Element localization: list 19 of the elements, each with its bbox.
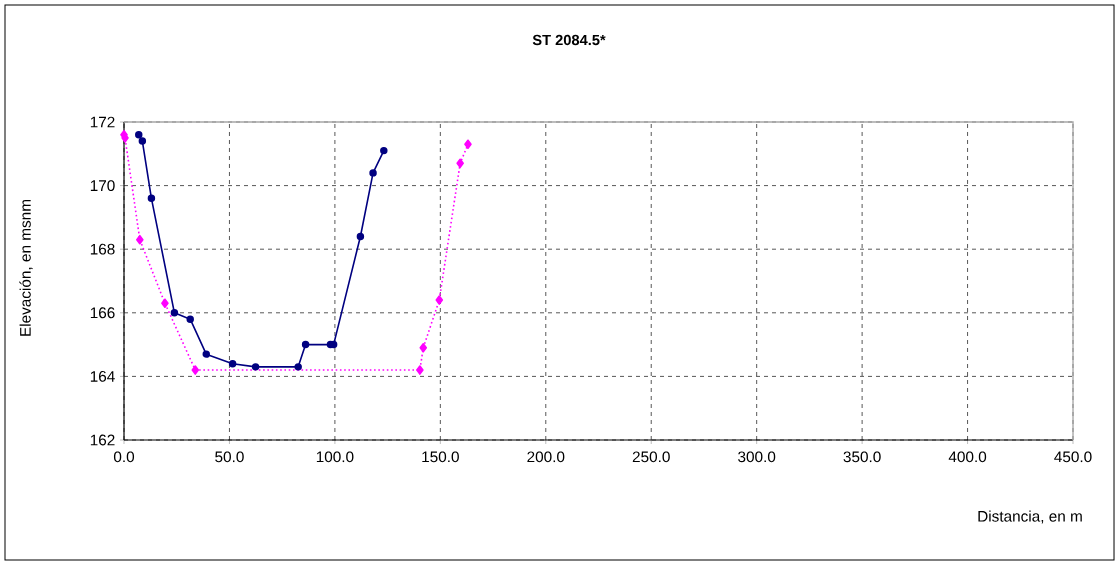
x-tick-label: 250.0 (632, 451, 670, 463)
chart-title: ST 2084.5* (532, 34, 606, 46)
x-tick-label: 300.0 (738, 451, 776, 463)
y-tick-label: 170 (90, 180, 115, 192)
y-tick-label: 164 (90, 370, 115, 382)
x-tick-label: 150.0 (422, 451, 459, 463)
x-tick-label: 200.0 (527, 451, 565, 463)
y-tick-label: 168 (90, 243, 115, 255)
x-tick-label: 350.0 (843, 451, 881, 463)
y-tick-label: 172 (90, 116, 115, 128)
x-tick-label: 50.0 (215, 451, 244, 463)
x-tick-label: 100.0 (316, 451, 354, 463)
y-tick-label: 166 (90, 307, 115, 319)
x-tick-label: 0.0 (113, 451, 135, 463)
y-tick-label: 162 (90, 434, 115, 446)
y-axis-title: Elevación, en msnm (19, 200, 33, 336)
x-tick-label: 400.0 (948, 451, 987, 463)
x-axis-title: Distancia, en m (978, 510, 1082, 524)
x-tick-label: 450.0 (1054, 451, 1092, 463)
